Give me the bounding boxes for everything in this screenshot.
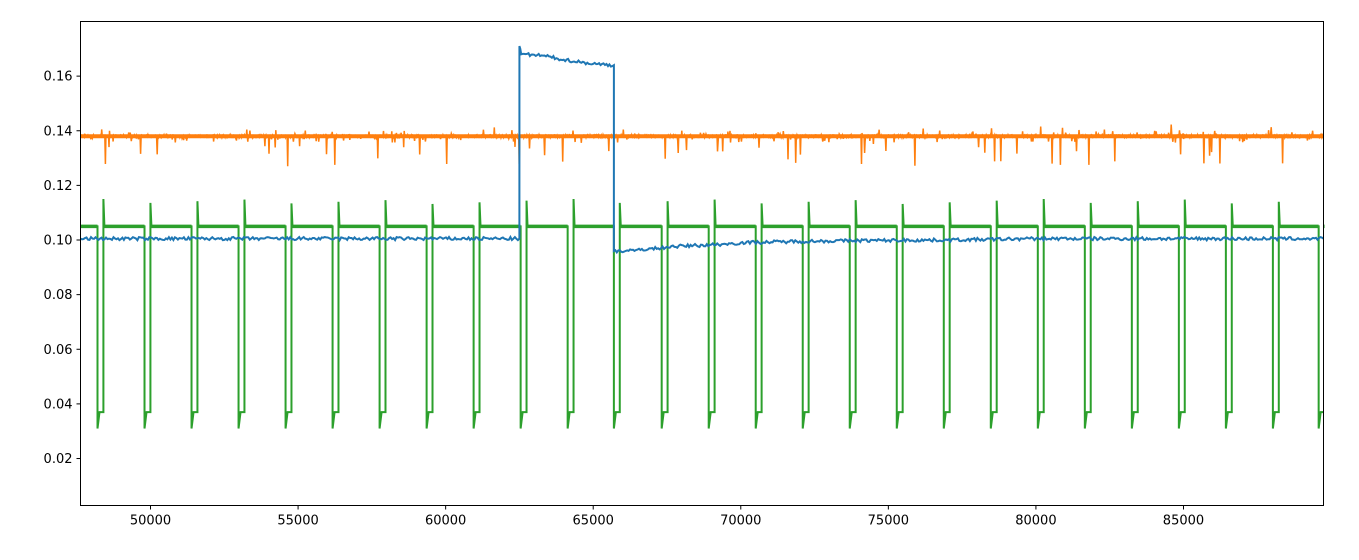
y-tick-label: 0.08 <box>44 288 73 303</box>
y-tick-label: 0.12 <box>44 179 73 194</box>
y-axis: 0.02 0.04 0.06 0.08 0.10 0.12 0.14 0.16 <box>44 70 81 467</box>
x-tick-label: 80000 <box>1015 514 1056 529</box>
x-axis: 50000 55000 60000 65000 70000 75000 80000 85000 <box>130 505 1204 529</box>
y-tick-label: 0.16 <box>44 70 73 85</box>
x-tick-label: 55000 <box>277 514 318 529</box>
y-tick-label: 0.14 <box>44 124 73 139</box>
x-tick-label: 75000 <box>868 514 909 529</box>
series-line-green <box>80 199 1324 429</box>
series-layer <box>79 45 1325 429</box>
x-tick-label: 60000 <box>425 514 466 529</box>
y-tick-label: 0.06 <box>44 343 73 358</box>
x-tick-label: 50000 <box>130 514 171 529</box>
x-tick-label: 65000 <box>573 514 614 529</box>
plot-frame <box>80 21 1324 506</box>
series-line-blue <box>80 45 1325 255</box>
y-tick-label: 0.10 <box>44 234 73 249</box>
y-tick-label: 0.04 <box>44 397 73 412</box>
y-tick-label: 0.02 <box>44 452 73 467</box>
x-tick-label: 70000 <box>720 514 761 529</box>
x-tick-label: 85000 <box>1163 514 1204 529</box>
series-line-orange <box>79 124 1325 167</box>
